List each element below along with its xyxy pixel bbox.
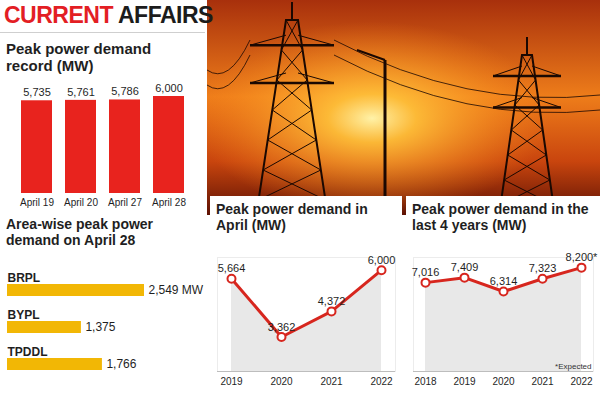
svg-text:6,000: 6,000: [368, 254, 396, 266]
html-text:Peak power demand record (MW): Peak power demand record (MW): [6, 40, 152, 74]
svg-text:2021: 2021: [531, 376, 554, 387]
svg-text:2020: 2020: [492, 376, 515, 387]
html-text:Area-wise peak power demand on: Area-wise peak power demand on April 28: [6, 216, 154, 248]
svg-text:7,409: 7,409: [451, 261, 479, 273]
svg-text:3,362: 3,362: [268, 321, 296, 333]
svg-text:2021: 2021: [320, 376, 343, 387]
svg-text:April 20: April 20: [64, 197, 98, 208]
html-text:Peak power demand in the last: Peak power demand in the last 4 years (M…: [412, 201, 589, 233]
svg-text:5,786: 5,786: [111, 85, 139, 97]
svg-text:4,372: 4,372: [318, 295, 346, 307]
svg-text:April 28: April 28: [152, 197, 186, 208]
svg-text:April 27: April 27: [108, 197, 142, 208]
svg-text:7,323: 7,323: [529, 262, 557, 274]
svg-text:6,000: 6,000: [155, 82, 183, 94]
svg-text:8,200*: 8,200*: [566, 251, 599, 263]
svg-text:6,314: 6,314: [490, 275, 518, 287]
svg-text:2,549 MW: 2,549 MW: [149, 283, 204, 297]
svg-text:BYPL: BYPL: [8, 308, 40, 322]
svg-text:2018: 2018: [414, 376, 437, 387]
svg-text:2022: 2022: [370, 376, 393, 387]
svg-text:2019: 2019: [453, 376, 476, 387]
svg-text:7,016: 7,016: [412, 266, 440, 278]
html-text:Peak power demand in April (MW: Peak power demand in April (MW): [216, 201, 368, 233]
svg-text:2019: 2019: [220, 376, 243, 387]
svg-text:April 19: April 19: [20, 197, 54, 208]
svg-text:5,761: 5,761: [67, 86, 95, 98]
svg-text:2020: 2020: [270, 376, 293, 387]
svg-text:BRPL: BRPL: [8, 271, 41, 285]
svg-text:1,766: 1,766: [106, 357, 136, 371]
svg-text:1,375: 1,375: [85, 320, 115, 334]
svg-text:5,664: 5,664: [218, 262, 246, 274]
svg-text:*Expected: *Expected: [555, 362, 591, 371]
svg-text:5,735: 5,735: [23, 86, 51, 98]
svg-text:TPDDL: TPDDL: [8, 345, 48, 359]
svg-text:2022: 2022: [570, 376, 593, 387]
html-text:CURRENT AFFAIRS: CURRENT AFFAIRS: [4, 2, 213, 28]
